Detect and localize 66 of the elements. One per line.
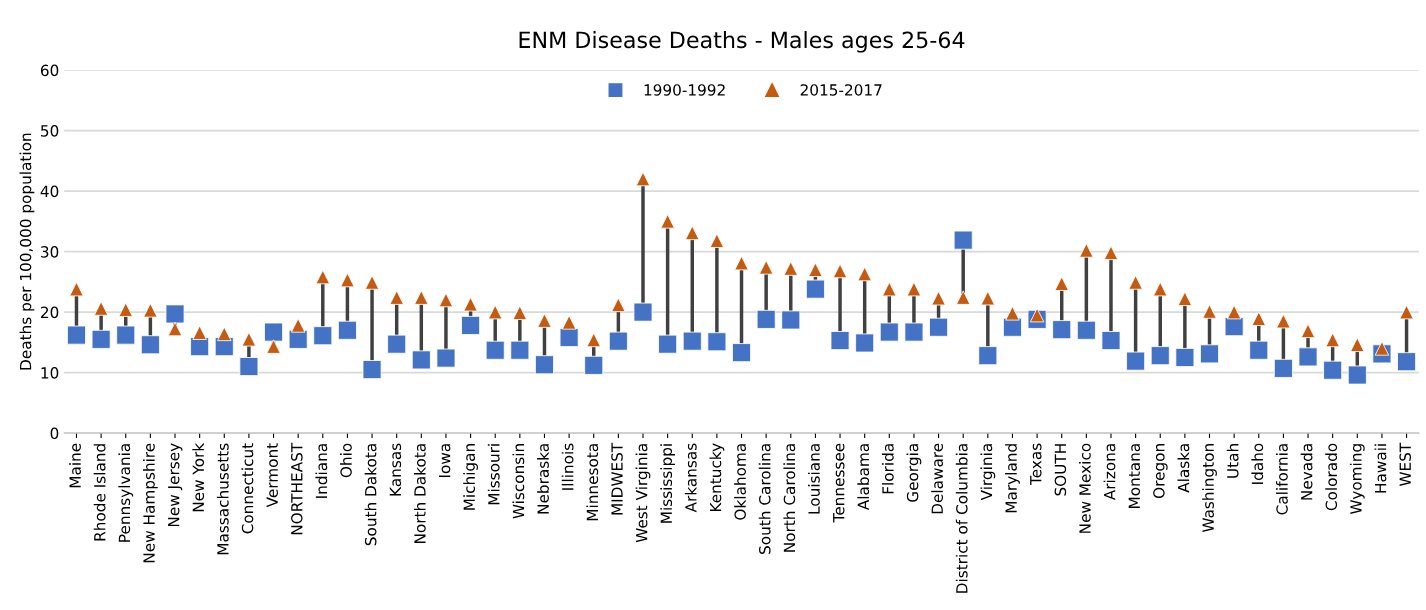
x-tick-label: Hawaii: [1374, 444, 1387, 493]
x-tick-label: Maryland: [1005, 444, 1020, 513]
x-tick-label: Oregon: [1153, 444, 1168, 499]
x-tick-label: Minnesota: [586, 444, 599, 521]
x-tick-label: Connecticut: [241, 443, 254, 534]
x-tick-label: South Carolina: [758, 444, 771, 554]
y-tick-label: 0: [50, 427, 59, 440]
x-tick-label: Michigan: [463, 444, 478, 510]
x-tick-label: Nebraska: [537, 444, 549, 514]
y-axis-title: Deaths per 100,000 population: [19, 133, 35, 370]
x-tick-label: Rhode Island: [93, 444, 106, 541]
x-tick-label: North Dakota: [413, 444, 426, 544]
x-tick-label: Florida: [881, 444, 894, 494]
x-tick-label: District of Columbia: [955, 444, 968, 593]
x-tick-label: Kansas: [389, 443, 402, 496]
x-tick-label: Georgia: [906, 444, 922, 502]
x-tick-label: Alabama: [857, 444, 870, 511]
x-tick-label: Mississippi: [660, 444, 676, 523]
x-tick-label: SOUTH: [1054, 444, 1067, 496]
x-tick-label: Massachusetts: [216, 443, 229, 555]
x-tick-label: South Dakota: [364, 444, 377, 546]
legend-label: 2015-2017: [800, 84, 882, 96]
x-tick-label: New York: [192, 442, 205, 512]
x-tick-label: Oklahoma: [734, 444, 746, 520]
x-tick-label: Arkansas: [684, 443, 697, 513]
x-tick-label: Alaska: [1177, 444, 1190, 493]
y-tick-label: 50: [41, 125, 59, 137]
chart-title: ENM Disease Deaths - Males ages 25-64: [519, 31, 965, 53]
x-tick-label: Ohio: [340, 443, 352, 478]
x-tick-label: Arizona: [1103, 444, 1116, 501]
x-tick-label: NORTHEAST: [291, 442, 303, 535]
x-tick-label: New Mexico: [1078, 443, 1091, 533]
y-tick-label: 40: [40, 185, 59, 198]
x-tick-label: Washington: [1202, 444, 1217, 533]
x-tick-label: WEST: [1399, 442, 1411, 487]
x-tick-label: Missouri: [487, 444, 500, 505]
x-tick-label: Iowa: [439, 444, 451, 478]
x-tick-label: Colorado: [1325, 443, 1338, 511]
x-tick-label: Vermont: [266, 443, 278, 508]
x-tick-label: Utah: [1226, 444, 1239, 478]
y-tick-label: 10: [41, 367, 59, 379]
x-tick-label: Maine: [69, 443, 81, 488]
x-tick-label: Tennessee: [833, 443, 845, 523]
x-tick-label: New Jersey: [168, 443, 183, 527]
y-tick-label: 30: [41, 246, 59, 258]
x-tick-label: North Carolina: [783, 444, 796, 552]
y-tick-label: 60: [40, 64, 59, 77]
x-tick-label: Idaho: [1251, 443, 1264, 484]
x-tick-label: California: [1276, 444, 1288, 515]
x-tick-label: Wyoming: [1349, 444, 1365, 515]
x-tick-label: Louisiana: [808, 444, 820, 514]
legend-label: 1990-1992: [644, 84, 725, 96]
x-tick-label: Pennsylvania: [118, 444, 134, 542]
x-tick-label: Illinois: [561, 443, 574, 490]
x-tick-label: Wisconsin: [512, 444, 525, 519]
x-tick-label: Kentucky: [709, 443, 725, 512]
x-tick-label: New Hampshire: [142, 443, 158, 563]
x-tick-label: West Virginia: [635, 444, 651, 543]
x-tick-label: MIDWEST: [611, 442, 623, 515]
x-tick-label: Indiana: [315, 444, 328, 498]
x-tick-label: Montana: [1128, 444, 1141, 508]
x-tick-label: Texas: [1030, 443, 1042, 486]
x-tick-label: Virginia: [980, 444, 996, 501]
x-tick-label: Nevada: [1300, 444, 1313, 500]
x-tick-label: Delaware: [931, 443, 943, 514]
y-tick-label: 20: [40, 306, 59, 319]
